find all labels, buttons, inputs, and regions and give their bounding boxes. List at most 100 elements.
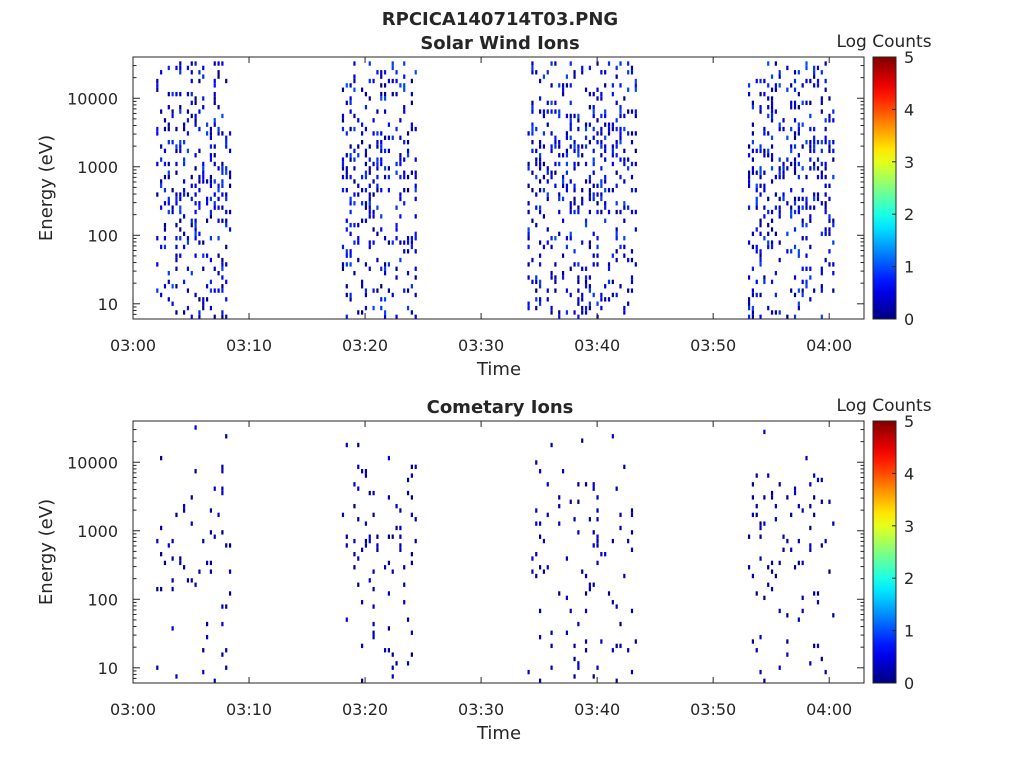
heatmap-cell [584, 122, 588, 127]
heatmap-cell [755, 205, 758, 210]
heatmap-cell [410, 495, 413, 500]
heatmap-cell [209, 183, 213, 188]
heatmap-cell [387, 166, 391, 171]
heatmap-cell [194, 201, 197, 206]
heatmap-cell [782, 166, 785, 171]
heatmap-cell [809, 144, 812, 149]
heatmap-cell [584, 310, 588, 315]
heatmap-cell [813, 643, 816, 649]
heatmap-cell [361, 87, 364, 92]
heatmap-cell [414, 183, 417, 188]
heatmap-cell [198, 109, 201, 114]
heatmap-cell [383, 109, 387, 114]
heatmap-cell [213, 179, 216, 184]
heatmap-cell [406, 661, 410, 666]
heatmap-cell [527, 209, 530, 215]
heatmap-cell [623, 96, 626, 101]
heatmap-cell [801, 83, 804, 88]
heatmap-cell [167, 209, 170, 215]
heatmap-cell [581, 196, 584, 202]
heatmap-cell [550, 144, 553, 149]
heatmap-cell [160, 552, 163, 557]
heatmap-cell [368, 144, 371, 149]
heatmap-cell [816, 477, 820, 483]
heatmap-cell [183, 188, 186, 193]
heatmap-cell [183, 139, 186, 145]
heatmap-cell [183, 508, 186, 513]
heatmap-cell [813, 161, 816, 167]
heatmap-cell [809, 525, 812, 531]
heatmap-cell [406, 153, 410, 158]
heatmap-cell [809, 297, 812, 302]
heatmap-cell [221, 490, 224, 496]
heatmap-cell [202, 305, 205, 311]
heatmap-cell [774, 573, 777, 579]
heatmap-cell [380, 305, 383, 311]
heatmap-cell [611, 434, 614, 439]
heatmap-cell [531, 109, 534, 114]
heatmap-cell [175, 244, 178, 250]
heatmap-cell [577, 661, 580, 666]
heatmap-cell [535, 297, 538, 302]
heatmap-cell [221, 652, 224, 657]
heatmap-cell [399, 214, 402, 219]
heatmap-cell [538, 153, 542, 158]
heatmap-cell [410, 126, 413, 132]
heatmap-cell [179, 205, 182, 210]
heatmap-cell [380, 139, 383, 145]
heatmap-cell [581, 305, 584, 311]
heatmap-cell [542, 538, 546, 544]
heatmap-cell [755, 188, 758, 193]
heatmap-cell [156, 288, 159, 293]
heatmap-cell [217, 166, 220, 171]
heatmap-cell [600, 179, 603, 184]
heatmap-cell [209, 209, 213, 215]
heatmap-cell [205, 179, 209, 184]
heatmap-cell [592, 170, 595, 175]
heatmap-cell [569, 135, 572, 140]
heatmap-cell [820, 499, 823, 504]
heatmap-cell [387, 240, 391, 245]
heatmap-cell [156, 83, 159, 88]
heatmap-cell [527, 301, 530, 306]
heatmap-cell [797, 538, 800, 544]
heatmap-cell [341, 157, 345, 162]
heatmap-cell [198, 569, 201, 574]
heatmap-cell [561, 91, 565, 97]
heatmap-cell [550, 148, 553, 154]
heatmap-cell [596, 508, 599, 513]
heatmap-cell [809, 205, 812, 210]
heatmap-cell [353, 78, 356, 84]
heatmap-cell [793, 227, 797, 232]
heatmap-cell [209, 257, 213, 263]
heatmap-cell [414, 266, 417, 271]
heatmap-cell [797, 105, 800, 110]
heatmap-cell [209, 279, 213, 285]
heatmap-cell [217, 61, 220, 66]
heatmap-cell [573, 148, 576, 154]
heatmap-cell [395, 227, 398, 232]
heatmap-cell [225, 196, 228, 202]
heatmap-cell [535, 552, 538, 557]
heatmap-cell [221, 131, 224, 136]
heatmap-cell [546, 109, 549, 114]
heatmap-cell [592, 292, 595, 298]
heatmap-cell [801, 222, 804, 228]
heatmap-cell [623, 305, 626, 311]
heatmap-cell [581, 266, 584, 271]
heatmap-cell [615, 201, 618, 206]
heatmap-cell [535, 508, 538, 513]
heatmap-cell [824, 669, 827, 675]
heatmap-cell [832, 109, 835, 114]
heatmap-cell [531, 279, 534, 285]
heatmap-cell [167, 201, 170, 206]
heatmap-cell [561, 174, 565, 180]
heatmap-cell [596, 201, 599, 206]
heatmap-cell [588, 240, 591, 245]
heatmap-cell [221, 218, 224, 223]
heatmap-cell [630, 669, 634, 675]
colorbar-tick-label: 3 [904, 153, 914, 172]
y-tick-label: 10000 [67, 89, 118, 108]
heatmap-cell [820, 148, 823, 154]
